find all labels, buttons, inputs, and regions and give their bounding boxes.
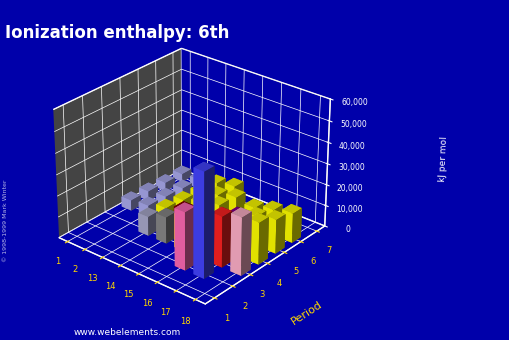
- Text: www.webelements.com: www.webelements.com: [74, 328, 181, 337]
- Text: Ionization enthalpy: 6th: Ionization enthalpy: 6th: [5, 24, 229, 42]
- Text: © 1998-1999 Mark Winter: © 1998-1999 Mark Winter: [3, 180, 8, 262]
- Y-axis label: Period: Period: [289, 299, 324, 327]
